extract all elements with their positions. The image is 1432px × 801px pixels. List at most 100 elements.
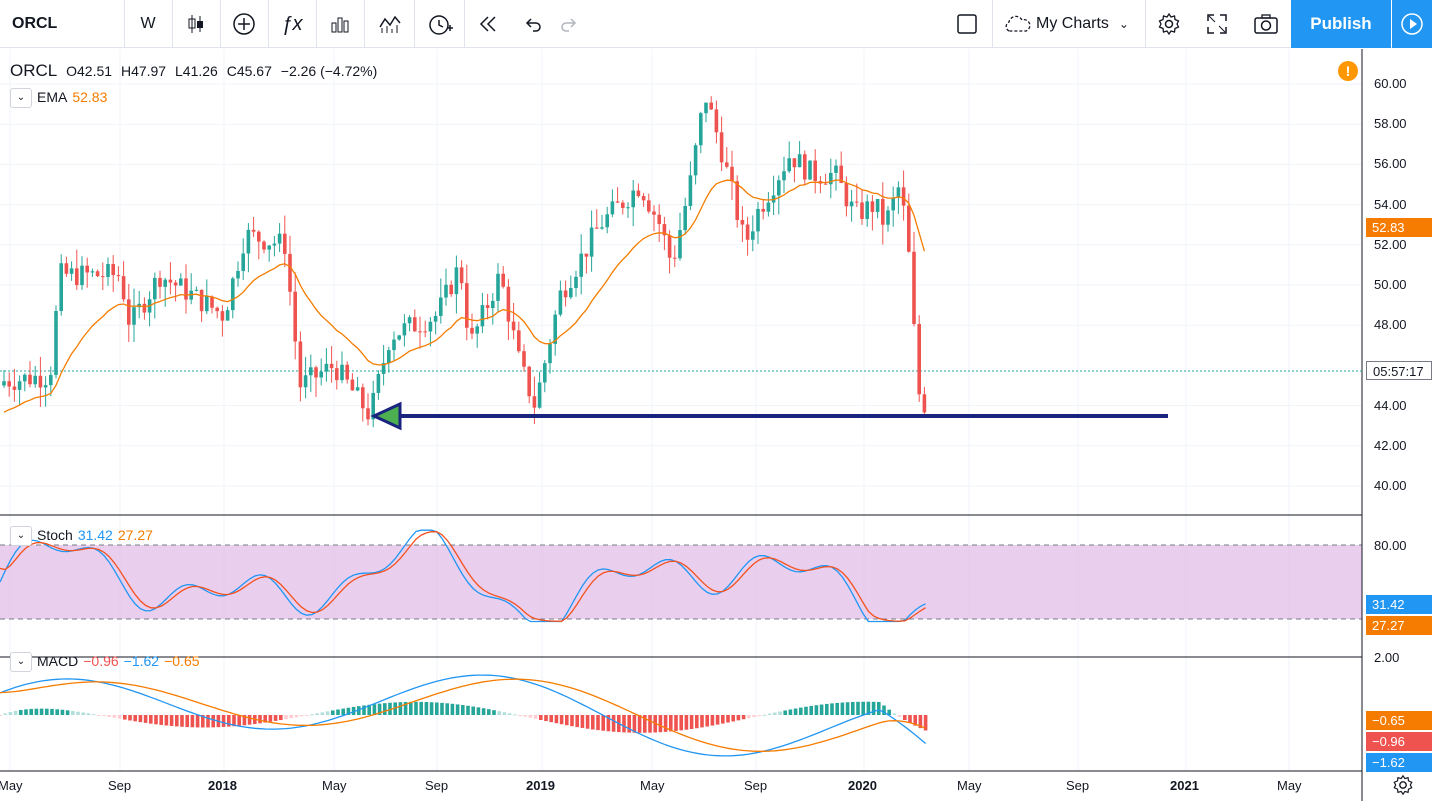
settings-gear-icon[interactable] xyxy=(1148,0,1190,48)
candle-body xyxy=(558,290,563,315)
time-axis-tick: May xyxy=(322,778,347,793)
macd-hist-bar xyxy=(715,715,720,725)
macd-hist-bar xyxy=(86,713,91,715)
candle-body xyxy=(891,197,895,211)
price-axis-tick: 58.00 xyxy=(1374,116,1407,132)
templates-icon[interactable] xyxy=(370,0,410,48)
macd-hist-bar xyxy=(175,715,179,727)
macd-hist-bar xyxy=(669,715,673,732)
macd-hist-bar xyxy=(206,715,210,728)
toolbar-divider xyxy=(364,0,365,48)
macd-hist-bar xyxy=(445,703,449,715)
candle-body xyxy=(12,386,17,390)
candle-body xyxy=(194,289,199,291)
macd-signal-line xyxy=(0,678,926,752)
macd-hist-bar xyxy=(507,713,512,715)
alert-clock-icon[interactable] xyxy=(418,0,462,48)
candle-body xyxy=(725,162,729,167)
candle-body xyxy=(33,375,37,385)
macd-hist-bar xyxy=(81,712,85,715)
candle-body xyxy=(277,233,282,244)
axis-settings-gear-icon[interactable] xyxy=(1392,774,1414,796)
candle-body xyxy=(506,286,511,322)
macd-hist-bar xyxy=(492,710,496,715)
candle-body xyxy=(179,278,183,286)
macd-hist-bar xyxy=(398,702,403,715)
macd-line xyxy=(0,674,927,757)
candle-body xyxy=(199,289,204,312)
macd-hist-bar xyxy=(325,711,330,715)
chart-canvas[interactable] xyxy=(0,49,1432,801)
layout-square-icon[interactable] xyxy=(946,0,988,48)
macd-hist-bar xyxy=(242,715,247,726)
macd-hist-bar xyxy=(565,715,569,726)
candle-body xyxy=(319,371,323,378)
stoch-k-tag: 31.42 xyxy=(1366,595,1432,614)
candle-body xyxy=(314,367,318,378)
candle-body xyxy=(673,257,677,259)
price-axis-tick: 44.00 xyxy=(1374,397,1407,413)
warning-icon[interactable]: ! xyxy=(1338,61,1358,81)
legend-low: L41.26 xyxy=(175,63,218,79)
macd-hist-bar xyxy=(8,712,13,715)
candles-icon[interactable] xyxy=(176,0,216,48)
macd-hist-bar xyxy=(0,715,2,716)
macd-hist-bar xyxy=(705,715,709,727)
candle-body xyxy=(402,323,407,336)
macd-hist-bar xyxy=(29,708,33,715)
undo-icon[interactable] xyxy=(514,0,552,48)
candle-body xyxy=(465,283,469,328)
symbol-search-button[interactable]: ORCL xyxy=(12,15,58,32)
macd-hist-bar xyxy=(107,715,111,717)
macd-hist-bar xyxy=(336,709,340,715)
candle-body xyxy=(553,314,557,344)
macd-collapse-chevron-icon[interactable]: ⌄ xyxy=(10,652,32,672)
time-axis-tick: Sep xyxy=(108,778,132,793)
candle-body xyxy=(532,396,537,408)
publish-button[interactable]: Publish xyxy=(1291,0,1391,48)
fullscreen-icon[interactable] xyxy=(1196,0,1238,48)
redo-icon[interactable] xyxy=(550,0,588,48)
toolbar-divider xyxy=(464,0,465,48)
macd-hist-bar xyxy=(435,702,439,715)
candle-body xyxy=(766,202,771,212)
interval-button[interactable]: W xyxy=(140,15,156,32)
support-arrow-head[interactable] xyxy=(370,401,402,431)
candle-body xyxy=(324,363,329,372)
macd-hist-bar xyxy=(554,715,559,724)
macd-hist-bar xyxy=(466,705,470,715)
candle-body xyxy=(563,290,568,298)
chevron-down-icon: ⌄ xyxy=(1118,17,1129,31)
candle-body xyxy=(444,284,448,298)
macd-hist-bar xyxy=(143,715,148,723)
financials-icon[interactable] xyxy=(320,0,360,48)
price-axis-tick: 60.00 xyxy=(1374,76,1407,91)
my-charts-button[interactable]: My Charts ⌄ xyxy=(996,0,1142,48)
macd-hist-bar xyxy=(258,715,262,724)
candle-body xyxy=(912,251,916,325)
price-axis-tick: 50.00 xyxy=(1374,277,1407,292)
stoch-collapse-chevron-icon[interactable]: ⌄ xyxy=(10,526,32,546)
candle-body xyxy=(886,210,890,225)
top-toolbar: ORCL W ƒx xyxy=(0,0,1432,48)
indicators-fx-icon[interactable]: ƒx xyxy=(281,12,303,35)
replay-icon[interactable] xyxy=(468,0,508,48)
compare-add-icon[interactable] xyxy=(224,0,264,48)
candle-body xyxy=(834,165,838,173)
macd-hist-bar xyxy=(877,701,881,715)
candle-body xyxy=(849,201,854,207)
candle-body xyxy=(855,201,859,203)
candle-body xyxy=(719,132,724,163)
main-legend: ORCL O42.51 H47.97 L41.26 C45.67 −2.26 (… xyxy=(10,61,382,81)
candle-body xyxy=(475,326,479,334)
ema-collapse-chevron-icon[interactable]: ⌄ xyxy=(10,88,32,108)
legend-open: O42.51 xyxy=(66,63,113,79)
candle-body xyxy=(688,175,693,207)
macd-hist-bar xyxy=(320,712,325,715)
macd-hist-bar xyxy=(637,715,642,733)
macd-hist-bar xyxy=(310,714,314,716)
snapshot-camera-icon[interactable] xyxy=(1244,0,1288,48)
macd-hist-bar xyxy=(424,702,429,715)
publish-play-icon[interactable] xyxy=(1392,0,1432,48)
macd-hist-bar xyxy=(112,715,117,718)
